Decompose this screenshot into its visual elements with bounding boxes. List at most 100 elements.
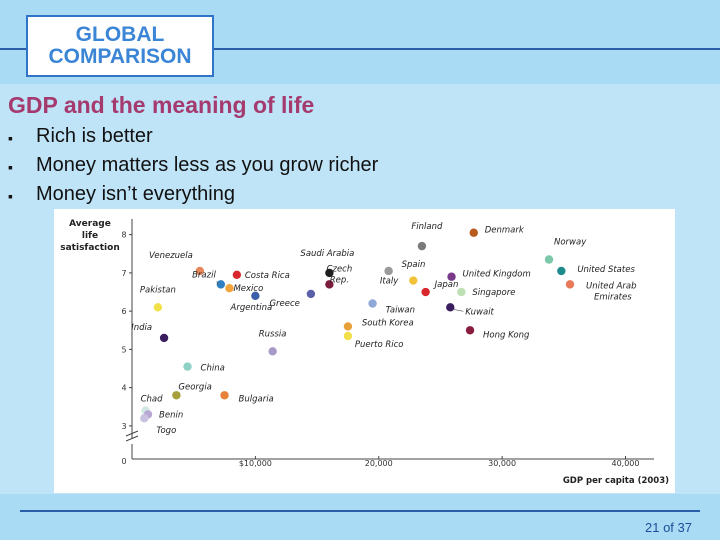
point-label: South Korea	[362, 318, 414, 328]
data-point	[216, 280, 226, 289]
point-label: Taiwan	[386, 305, 415, 315]
point-label: Norway	[554, 238, 587, 248]
data-point	[557, 266, 566, 276]
data-point	[544, 255, 554, 264]
y-tick-label: 7	[121, 269, 126, 278]
data-point	[325, 280, 334, 289]
data-point	[183, 362, 192, 371]
data-point	[232, 270, 242, 280]
data-point	[225, 283, 234, 293]
bullet-text: Rich is better	[36, 125, 153, 147]
data-point	[384, 266, 393, 276]
data-point	[268, 347, 277, 356]
x-tick-label: $10,000	[239, 459, 272, 468]
data-point	[172, 391, 181, 400]
bullet-text: Money matters less as you grow richer	[36, 154, 379, 176]
leader-line	[453, 308, 464, 312]
bullet-text: Money isn’t everything	[36, 183, 235, 205]
y-tick-label: 6	[121, 307, 126, 316]
point-label: Finland	[411, 222, 443, 232]
y-tick-label: 8	[121, 231, 126, 240]
x-axis-title: GDP per capita (2003)	[563, 476, 669, 486]
point-label: Venezuela	[149, 251, 193, 261]
bullet-icon: ▪	[8, 188, 13, 204]
point-label: Spain	[402, 260, 426, 270]
point-label: Benin	[159, 410, 183, 420]
data-point	[140, 414, 149, 423]
top-rule-right	[214, 48, 720, 50]
data-point	[220, 391, 229, 400]
bullet-list: ▪ Rich is better ▪ Money matters less as y…	[0, 122, 378, 209]
data-point	[343, 331, 353, 341]
point-label: United Kingdom	[463, 270, 531, 280]
y-tick-label: 5	[121, 345, 126, 354]
point-label: Greece	[269, 299, 299, 309]
point-label: Mexico	[233, 284, 263, 294]
data-point	[469, 228, 478, 237]
bullet-item: ▪ Rich is better	[0, 122, 378, 151]
data-point	[325, 268, 334, 278]
slide-title: GDP and the meaning of life	[8, 92, 315, 118]
page-number: 21 of 37	[645, 520, 692, 535]
point-label: Bulgaria	[239, 394, 274, 404]
point-label-line: Emirates	[594, 292, 632, 302]
life-satisfaction-scatter: Average life satisfaction 3 4 5 6 7 8 0 $10,000 20,…	[60, 219, 669, 486]
point-label: Georgia	[178, 382, 211, 392]
point-label: China	[201, 364, 225, 374]
point-label: Denmark	[485, 226, 525, 236]
bullet-icon: ▪	[8, 159, 13, 175]
axis-break-mark	[125, 430, 139, 437]
point-label: Kuwait	[465, 307, 494, 317]
y-tick-label: 3	[121, 422, 126, 431]
point-label: Togo	[156, 426, 176, 436]
point-label: Hong Kong	[483, 330, 530, 340]
data-point	[457, 287, 466, 297]
point-label-line: Rep.	[330, 275, 349, 285]
point-label-line: Czech	[327, 264, 353, 274]
leader-line	[216, 281, 219, 285]
point-label: United Arab Emirates	[586, 281, 637, 302]
point-label: Argentina	[230, 303, 273, 313]
data-point	[447, 272, 456, 281]
y-axis-title-line: life	[82, 231, 98, 241]
point-label: Puerto Rico	[355, 340, 404, 350]
bottom-rule	[20, 510, 700, 512]
data-point	[153, 303, 163, 312]
point-label: Singapore	[472, 288, 515, 298]
data-point	[343, 322, 353, 331]
point-label: Costa Rica	[245, 271, 290, 281]
data-point	[565, 280, 575, 289]
axis-break-mark	[125, 435, 139, 442]
data-point	[409, 276, 418, 285]
logo-line-2: COMPARISON	[48, 45, 192, 68]
bullet-icon: ▪	[8, 130, 13, 146]
point-label: Russia	[259, 329, 287, 339]
logo-line-1: GLOBAL	[75, 23, 165, 46]
bottom-band	[0, 494, 720, 540]
data-point	[368, 299, 377, 308]
data-point	[417, 241, 427, 251]
point-label: Chad	[141, 395, 164, 405]
data-point	[465, 326, 475, 335]
bullet-item: ▪ Money isn’t everything	[0, 180, 378, 209]
point-label: Pakistan	[140, 285, 176, 295]
x-tick-label: 20,000	[365, 459, 393, 468]
point-label: Italy	[380, 277, 399, 287]
data-point	[251, 291, 260, 301]
data-point	[306, 289, 316, 299]
y-axis-title-line: satisfaction	[60, 243, 119, 253]
point-label-line: United Arab	[586, 281, 637, 291]
point-label: United States	[577, 265, 635, 275]
bullet-item: ▪ Money matters less as you grow richer	[0, 151, 378, 180]
data-point	[195, 266, 205, 276]
x-tick-label: 30,000	[488, 459, 516, 468]
y-tick-label: 4	[121, 384, 126, 393]
data-point	[159, 333, 169, 343]
y-axis-title-line: Average	[69, 219, 111, 229]
point-label: Brazil	[192, 270, 216, 280]
point-label: Japan	[433, 280, 459, 290]
data-point	[446, 303, 455, 312]
x-tick-label: 40,000	[611, 459, 639, 468]
point-label: Saudi Arabia	[300, 249, 354, 259]
y-tick-label-zero: 0	[121, 457, 126, 466]
